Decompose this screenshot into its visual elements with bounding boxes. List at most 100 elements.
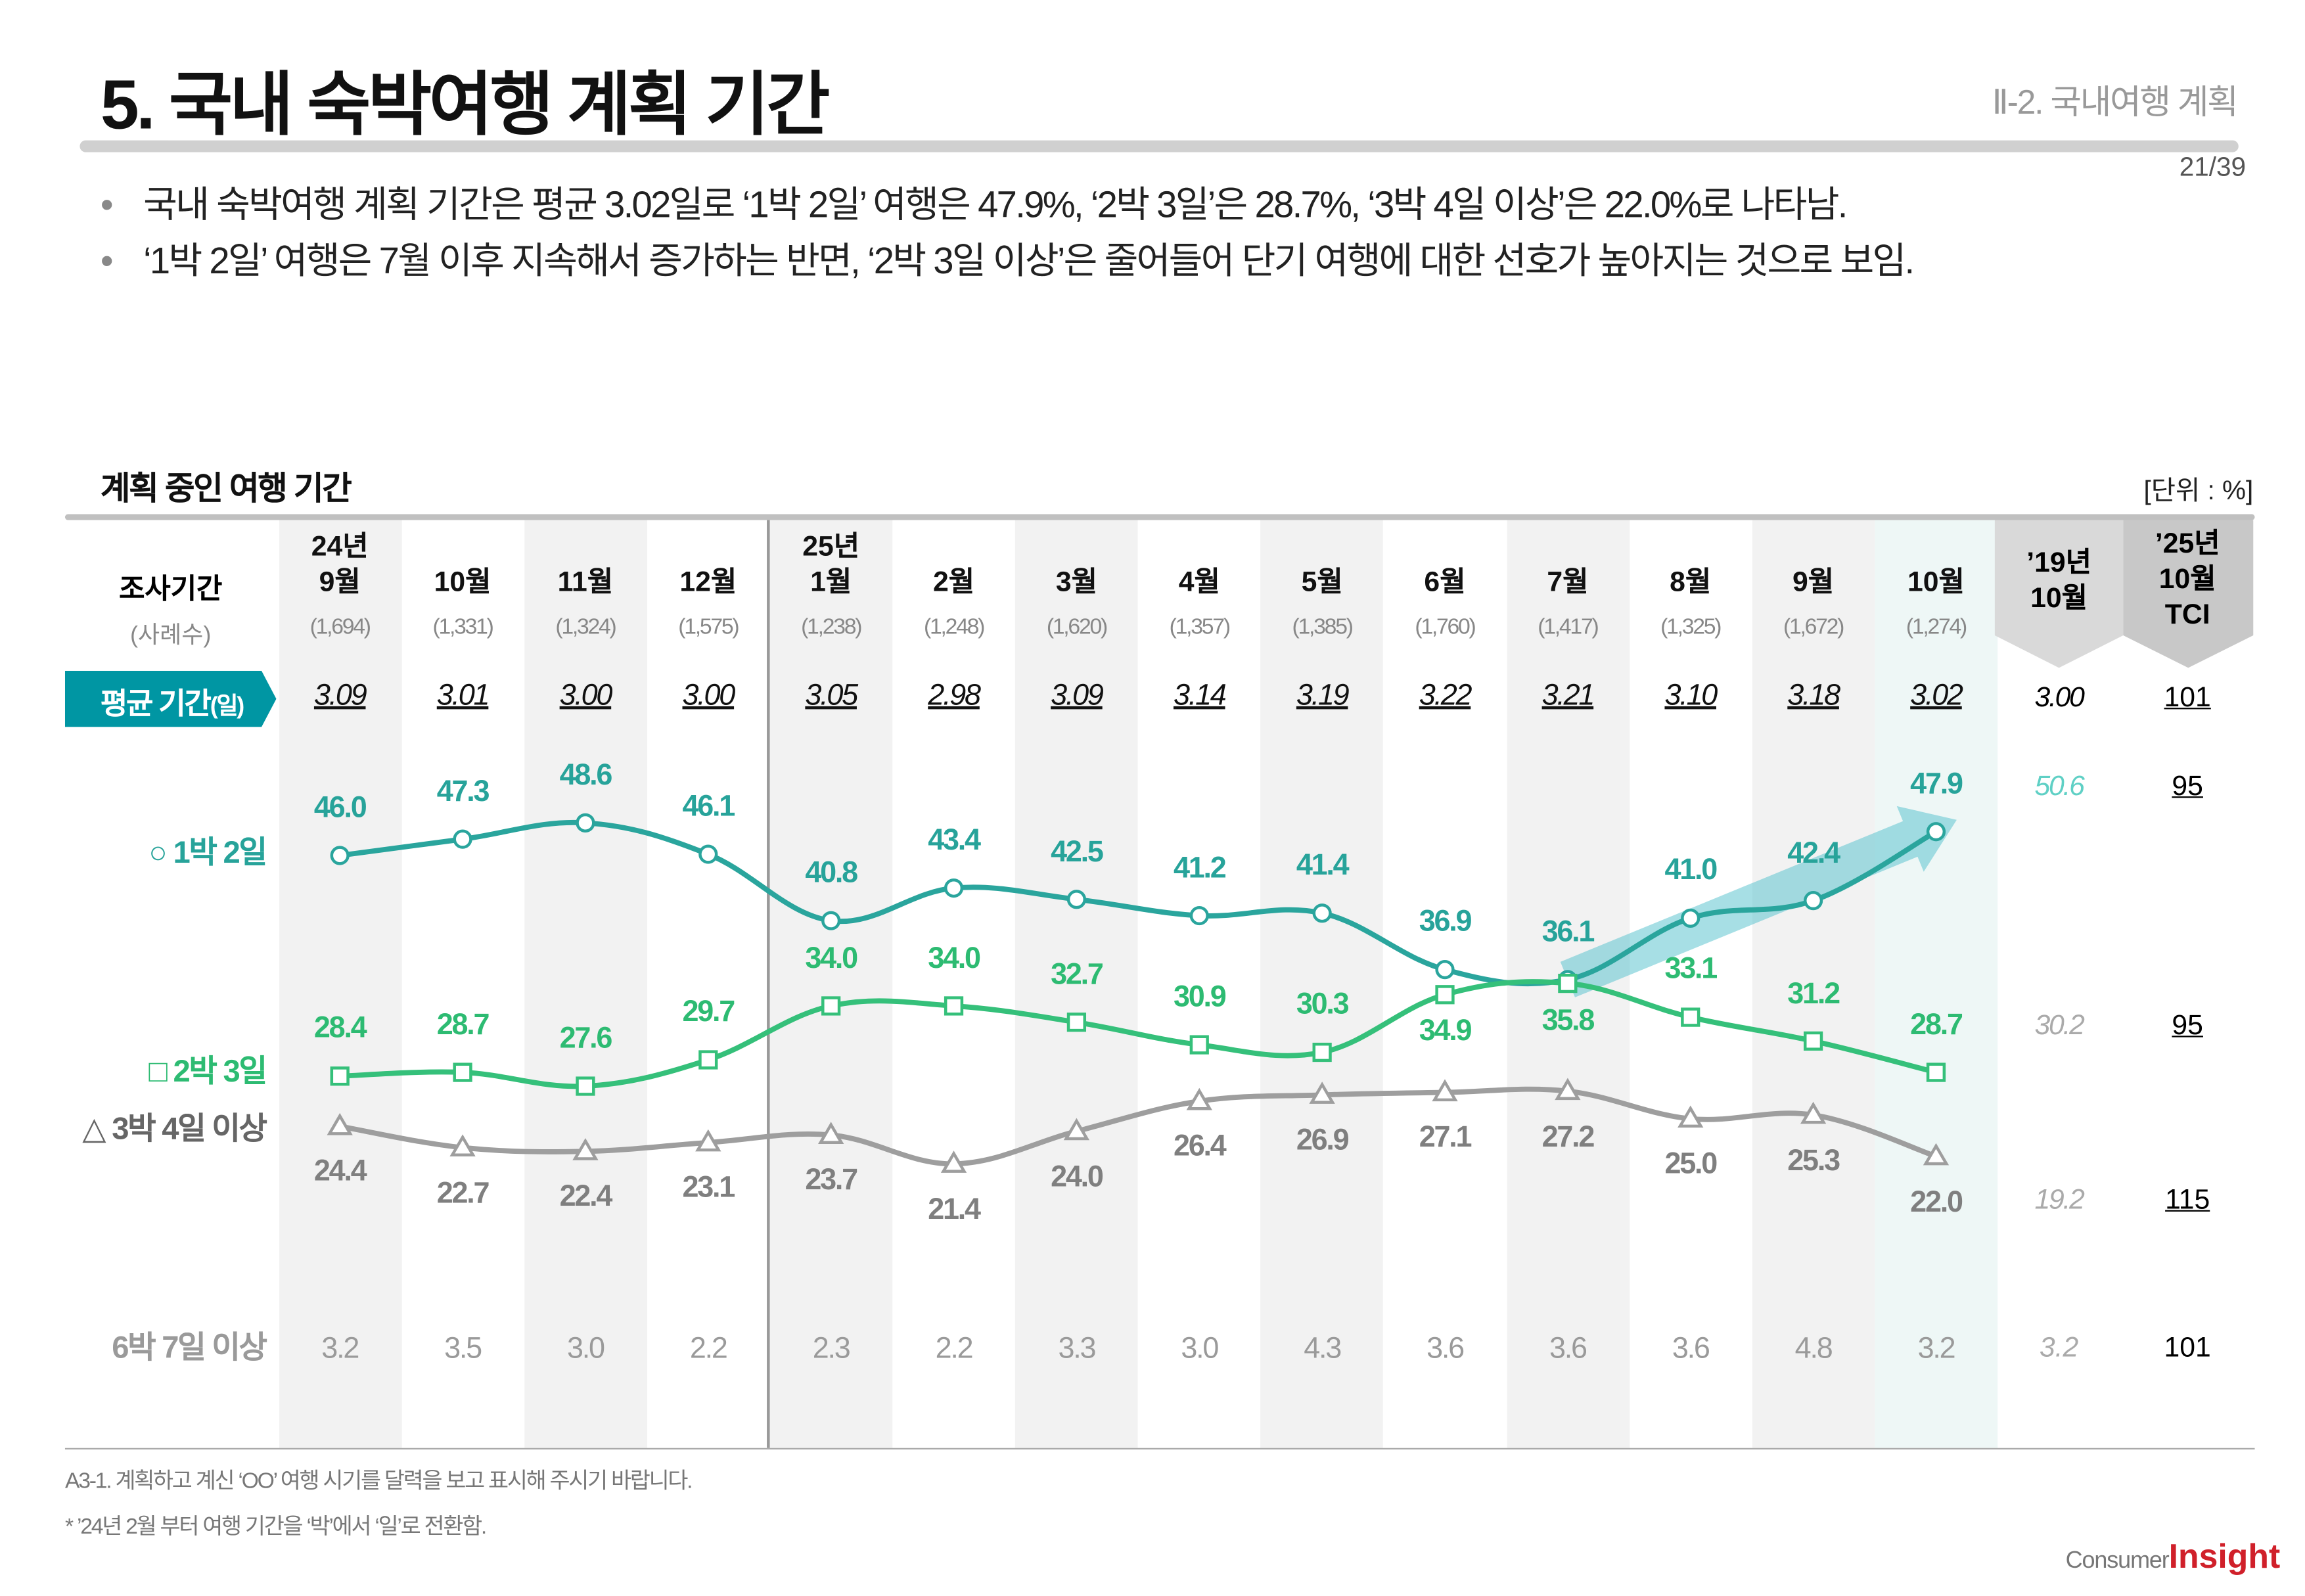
data-label-2n3d: 30.9 [1173,981,1227,1014]
average-value: 3.00 [559,679,613,712]
logo-consumer: Consumer [2065,1548,2170,1574]
tci-value: 95 [2172,771,2203,803]
six-nights-value: 3.5 [444,1333,482,1365]
marker-1n2d [1312,903,1332,923]
six-nights-value: 4.3 [1304,1333,1342,1365]
ref-2019-header: ’19년 10월 [2026,548,2091,615]
series-label-2n3d: □ 2박 3일 [148,1055,267,1089]
average-value: 3.05 [805,679,858,712]
marker-3n4d [572,1138,599,1160]
series-label-6n7d: 6박 7일 이상 [112,1331,267,1365]
marker-3n4d [1800,1101,1827,1124]
marker-2n3d [1803,1031,1823,1051]
tci-header: ’25년 10월 TCI [2155,529,2220,631]
average-value: 3.19 [1296,679,1350,712]
marker-2n3d [330,1066,350,1086]
sample-size: (1,620) [1046,614,1108,640]
data-label-3n4d: 25.0 [1664,1148,1718,1181]
marker-2n3d [821,996,841,1016]
data-label-1n2d: 46.0 [313,792,367,825]
data-label-1n2d: 42.5 [1051,836,1104,869]
data-label-3n4d: 22.4 [559,1181,613,1214]
data-label-3n4d: 26.9 [1296,1124,1350,1157]
marker-2n3d [944,996,964,1016]
tci-value: 95 [2172,1011,2203,1042]
six-nights-value: 3.0 [1181,1333,1219,1365]
column-month: 9월 [319,567,361,599]
data-label-3n4d: 23.1 [682,1172,736,1205]
marker-3n4d [1555,1078,1581,1101]
column-month: 10월 [434,567,491,599]
data-label-3n4d: 27.1 [1419,1122,1472,1155]
six-nights-value: 4.8 [1794,1333,1833,1365]
marker-2n3d [1558,973,1578,993]
sample-size: (1,575) [678,614,739,640]
column-month: 11월 [557,567,614,599]
six-nights-value: 2.2 [935,1333,974,1365]
marker-3n4d [1309,1082,1335,1104]
marker-1n2d [1435,959,1455,980]
year-divider [767,520,770,1448]
average-unit: (일) [210,694,245,720]
bullet-text: ‘1박 2일’ 여행은 7월 이후 지속해서 증가하는 반면, ‘2박 3일 이… [143,240,1915,283]
ref-2019-value: 30.2 [2034,1011,2084,1042]
data-label-1n2d: 43.4 [928,824,981,857]
marker-1n2d [821,911,841,930]
column-year: 24년 [311,532,369,563]
marker-3n4d [1923,1143,1950,1166]
title-divider [80,140,2239,152]
data-label-2n3d: 33.1 [1664,953,1718,986]
average-value: 2.98 [928,679,981,712]
consumer-insight-logo: ConsumerInsight [2066,1537,2281,1577]
marker-1n2d [576,813,595,832]
data-label-3n4d: 23.7 [805,1164,858,1197]
ref-2019-header-bg [1994,520,2124,668]
data-label-1n2d: 36.1 [1541,916,1595,949]
page-title: 5. 국내 숙박여행 계획 기간 [100,64,831,144]
column-bg [769,520,892,1448]
marker-1n2d [1189,905,1209,926]
six-nights-value: 3.6 [1549,1333,1587,1365]
sample-size: (1,325) [1660,614,1722,640]
column-month: 8월 [1670,567,1712,599]
data-label-3n4d: 22.7 [436,1177,490,1210]
marker-1n2d [1681,908,1700,928]
column-month: 6월 [1424,567,1466,599]
column-bg [524,520,647,1448]
series-line-3n4d [339,1086,1937,1167]
average-value: 3.10 [1664,679,1718,712]
column-bg [1260,520,1384,1448]
extra-column-headers [1994,520,2254,668]
data-label-2n3d: 34.0 [928,942,981,975]
average-label-text: 평균 기간 [100,688,212,721]
column-month: 1월 [810,567,852,599]
data-label-1n2d: 47.9 [1910,768,1963,801]
marker-3n4d [818,1122,844,1144]
data-label-3n4d: 26.4 [1173,1130,1227,1164]
sample-size: (1,760) [1415,614,1476,640]
section-label: Ⅱ-2. 국내여행 계획 [1992,82,2238,122]
column-year: 25년 [802,532,860,563]
data-label-2n3d: 34.0 [805,942,858,975]
marker-3n4d [695,1129,721,1152]
table-top-line [64,514,2255,520]
average-label-tag [64,670,277,727]
data-label-2n3d: 28.7 [436,1009,490,1041]
six-nights-value: 2.2 [689,1333,728,1365]
column-month: 5월 [1301,567,1343,599]
tci-header-bg [2123,520,2254,668]
marker-2n3d [1926,1062,1946,1082]
column-month: 12월 [679,567,737,599]
average-value: 3.01 [436,679,490,712]
data-label-3n4d: 24.0 [1051,1160,1104,1194]
average-value: 3.14 [1173,679,1227,712]
marker-2n3d [1312,1042,1332,1062]
data-label-3n4d: 25.3 [1787,1144,1840,1177]
data-label-2n3d: 29.7 [682,996,736,1029]
column-month: 3월 [1055,567,1097,599]
six-nights-value: 3.2 [321,1333,359,1365]
six-nights-value: 2.3 [812,1333,851,1365]
column-month: 9월 [1792,567,1835,599]
